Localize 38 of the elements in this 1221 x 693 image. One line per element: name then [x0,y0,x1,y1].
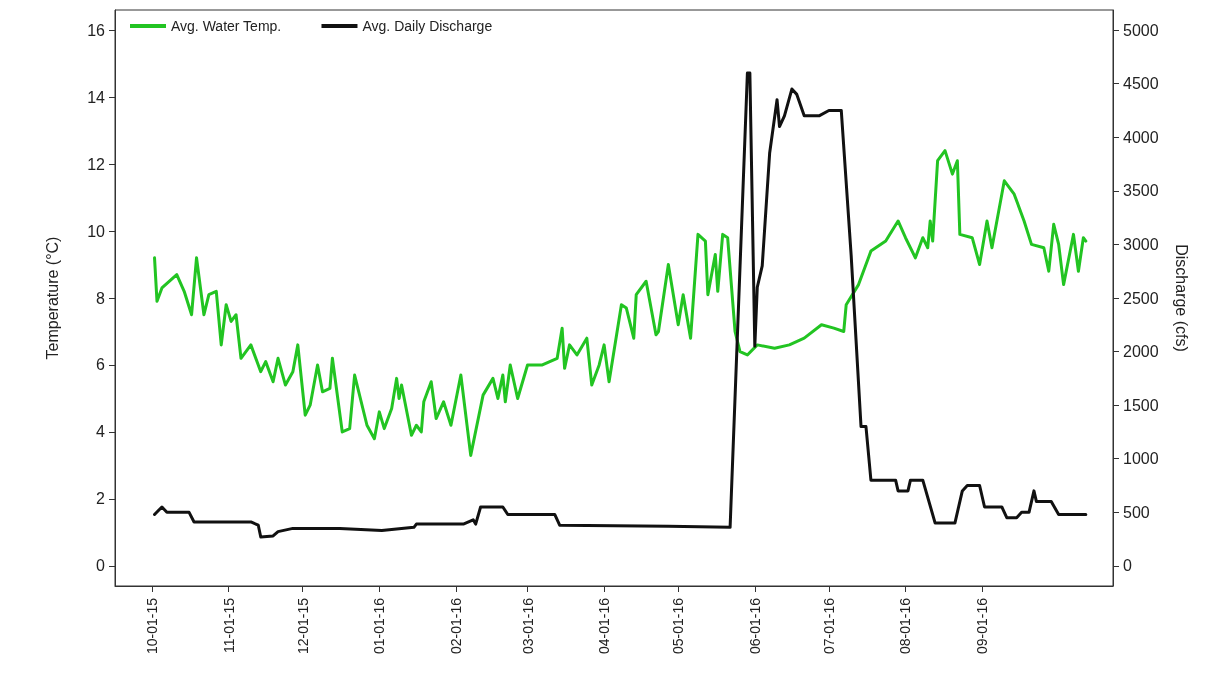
x-tick-label: 12-01-15 [294,597,311,655]
legend-label: Avg. Water Temp. [171,18,282,34]
y2-tick-label: 5000 [1123,21,1159,39]
y2-tick-label: 1000 [1123,450,1159,468]
y-tick-label: 8 [96,289,106,307]
y-tick-label: 10 [87,222,106,240]
y-axis-title: Temperature (°C) [43,236,61,360]
legend-label: Avg. Daily Discharge [362,18,493,34]
y-tick-label: 0 [96,557,106,575]
line-series [153,71,1088,539]
line-series [153,149,1088,457]
y2-tick-label: 3500 [1123,182,1159,200]
x-tick-label: 09-01-16 [974,597,991,655]
y2-tick-label: 3000 [1123,235,1159,253]
y2-tick-label: 4500 [1123,75,1159,93]
y-tick-label: 12 [87,155,106,173]
y2-tick-label: 2500 [1123,289,1159,307]
y-tick-label: 4 [96,423,106,441]
y2-tick-label: 1500 [1123,396,1159,414]
y2-tick-label: 0 [1123,557,1132,575]
x-tick-label: 03-01-16 [519,597,536,655]
x-tick-label: 11-01-15 [220,597,237,654]
x-tick-label: 06-01-16 [746,597,763,655]
y2-tick-label: 2000 [1123,343,1159,361]
x-tick-label: 07-01-16 [820,597,837,655]
x-tick-label: 02-01-16 [447,597,464,655]
y-tick-label: 2 [96,490,106,508]
y-tick-label: 14 [87,88,106,106]
y-tick-label: 16 [87,21,106,39]
x-tick-label: 01-01-16 [371,597,388,655]
y2-axis-title: Discharge (cfs) [1172,244,1190,352]
y-tick-label: 6 [96,356,106,374]
x-tick-label: 04-01-16 [596,597,613,655]
y2-tick-label: 500 [1123,503,1150,521]
x-tick-label: 10-01-15 [144,597,161,655]
x-tick-label: 08-01-16 [897,597,914,655]
y2-tick-label: 4000 [1123,128,1159,146]
x-tick-label: 05-01-16 [670,597,687,655]
